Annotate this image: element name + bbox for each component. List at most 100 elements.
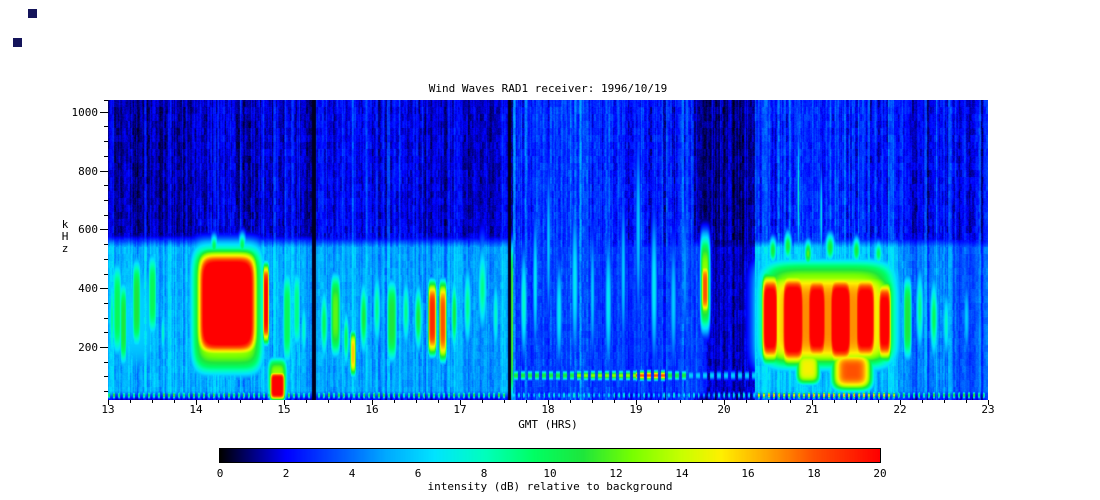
x-minor-tick <box>394 400 395 403</box>
x-tick-label: 16 <box>365 403 379 416</box>
colorbar <box>219 448 881 463</box>
y-minor-tick <box>104 318 108 319</box>
screenshot-artifact-mark <box>28 9 37 18</box>
colorbar-tick-label: 10 <box>543 467 557 480</box>
x-minor-tick <box>504 400 505 403</box>
y-minor-tick <box>104 362 108 363</box>
x-major-tick <box>548 400 549 405</box>
x-minor-tick <box>152 400 153 403</box>
x-tick-label: 20 <box>717 403 731 416</box>
colorbar-tick-label: 14 <box>675 467 689 480</box>
x-tick-label: 13 <box>101 403 115 416</box>
x-tick-label: 14 <box>189 403 203 416</box>
y-major-tick <box>100 112 108 113</box>
x-minor-tick <box>878 400 879 403</box>
y-axis-end-tick <box>104 100 108 101</box>
colorbar-tick-label: 4 <box>348 467 356 480</box>
x-minor-tick <box>262 400 263 403</box>
x-minor-tick <box>482 400 483 403</box>
x-minor-tick <box>746 400 747 403</box>
x-tick-label: 15 <box>277 403 291 416</box>
x-major-tick <box>108 400 109 405</box>
colorbar-tick-label: 12 <box>609 467 623 480</box>
y-tick-label: 200 <box>78 341 98 354</box>
y-minor-tick <box>104 259 108 260</box>
x-minor-tick <box>526 400 527 403</box>
y-tick-label: 600 <box>78 223 98 236</box>
x-minor-tick <box>240 400 241 403</box>
x-major-tick <box>812 400 813 405</box>
y-major-tick <box>100 171 108 172</box>
x-major-tick <box>724 400 725 405</box>
y-axis-label-letter: z <box>61 242 69 255</box>
x-minor-tick <box>834 400 835 403</box>
y-major-tick <box>100 288 108 289</box>
y-minor-tick <box>104 332 108 333</box>
x-major-tick <box>636 400 637 405</box>
x-minor-tick <box>570 400 571 403</box>
x-minor-tick <box>768 400 769 403</box>
x-minor-tick <box>966 400 967 403</box>
x-minor-tick <box>306 400 307 403</box>
y-minor-tick <box>104 185 108 186</box>
y-minor-tick <box>104 156 108 157</box>
x-tick-label: 19 <box>629 403 643 416</box>
spectrogram-image <box>108 100 988 400</box>
x-tick-label: 23 <box>981 403 995 416</box>
y-minor-tick <box>104 376 108 377</box>
colorbar-tick-label: 20 <box>873 467 887 480</box>
y-major-tick <box>100 229 108 230</box>
x-minor-tick <box>790 400 791 403</box>
x-major-tick <box>988 400 989 405</box>
x-minor-tick <box>680 400 681 403</box>
x-minor-tick <box>944 400 945 403</box>
x-major-tick <box>196 400 197 405</box>
y-minor-tick <box>104 303 108 304</box>
x-minor-tick <box>702 400 703 403</box>
y-minor-tick <box>104 274 108 275</box>
x-major-tick <box>284 400 285 405</box>
y-minor-tick <box>104 141 108 142</box>
colorbar-label: intensity (dB) relative to background <box>427 480 673 493</box>
x-axis-label: GMT (HRS) <box>518 418 578 431</box>
y-minor-tick <box>104 244 108 245</box>
x-minor-tick <box>592 400 593 403</box>
x-major-tick <box>900 400 901 405</box>
colorbar-tick-label: 0 <box>216 467 224 480</box>
x-minor-tick <box>328 400 329 403</box>
x-minor-tick <box>350 400 351 403</box>
x-tick-label: 18 <box>541 403 555 416</box>
x-tick-label: 21 <box>805 403 819 416</box>
plot-title: Wind Waves RAD1 receiver: 1996/10/19 <box>428 82 668 95</box>
colorbar-tick-label: 8 <box>480 467 488 480</box>
colorbar-tick-label: 16 <box>741 467 755 480</box>
x-major-tick <box>460 400 461 405</box>
y-minor-tick <box>104 200 108 201</box>
x-minor-tick <box>658 400 659 403</box>
colorbar-tick-label: 6 <box>414 467 422 480</box>
colorbar-tick-label: 2 <box>282 467 290 480</box>
y-minor-tick <box>104 215 108 216</box>
x-tick-label: 17 <box>453 403 467 416</box>
x-minor-tick <box>856 400 857 403</box>
x-minor-tick <box>614 400 615 403</box>
colorbar-tick-label: 18 <box>807 467 821 480</box>
y-axis-label-letter: k <box>61 218 69 231</box>
screenshot-artifact-mark <box>13 38 22 47</box>
x-minor-tick <box>130 400 131 403</box>
y-minor-tick <box>104 126 108 127</box>
x-tick-label: 22 <box>893 403 907 416</box>
y-tick-label: 1000 <box>71 106 99 119</box>
x-minor-tick <box>174 400 175 403</box>
y-tick-label: 800 <box>78 165 98 178</box>
y-minor-tick <box>104 391 108 392</box>
y-major-tick <box>100 347 108 348</box>
x-minor-tick <box>218 400 219 403</box>
x-minor-tick <box>922 400 923 403</box>
x-minor-tick <box>438 400 439 403</box>
x-minor-tick <box>416 400 417 403</box>
y-axis-label-letter: H <box>61 230 69 243</box>
x-major-tick <box>372 400 373 405</box>
